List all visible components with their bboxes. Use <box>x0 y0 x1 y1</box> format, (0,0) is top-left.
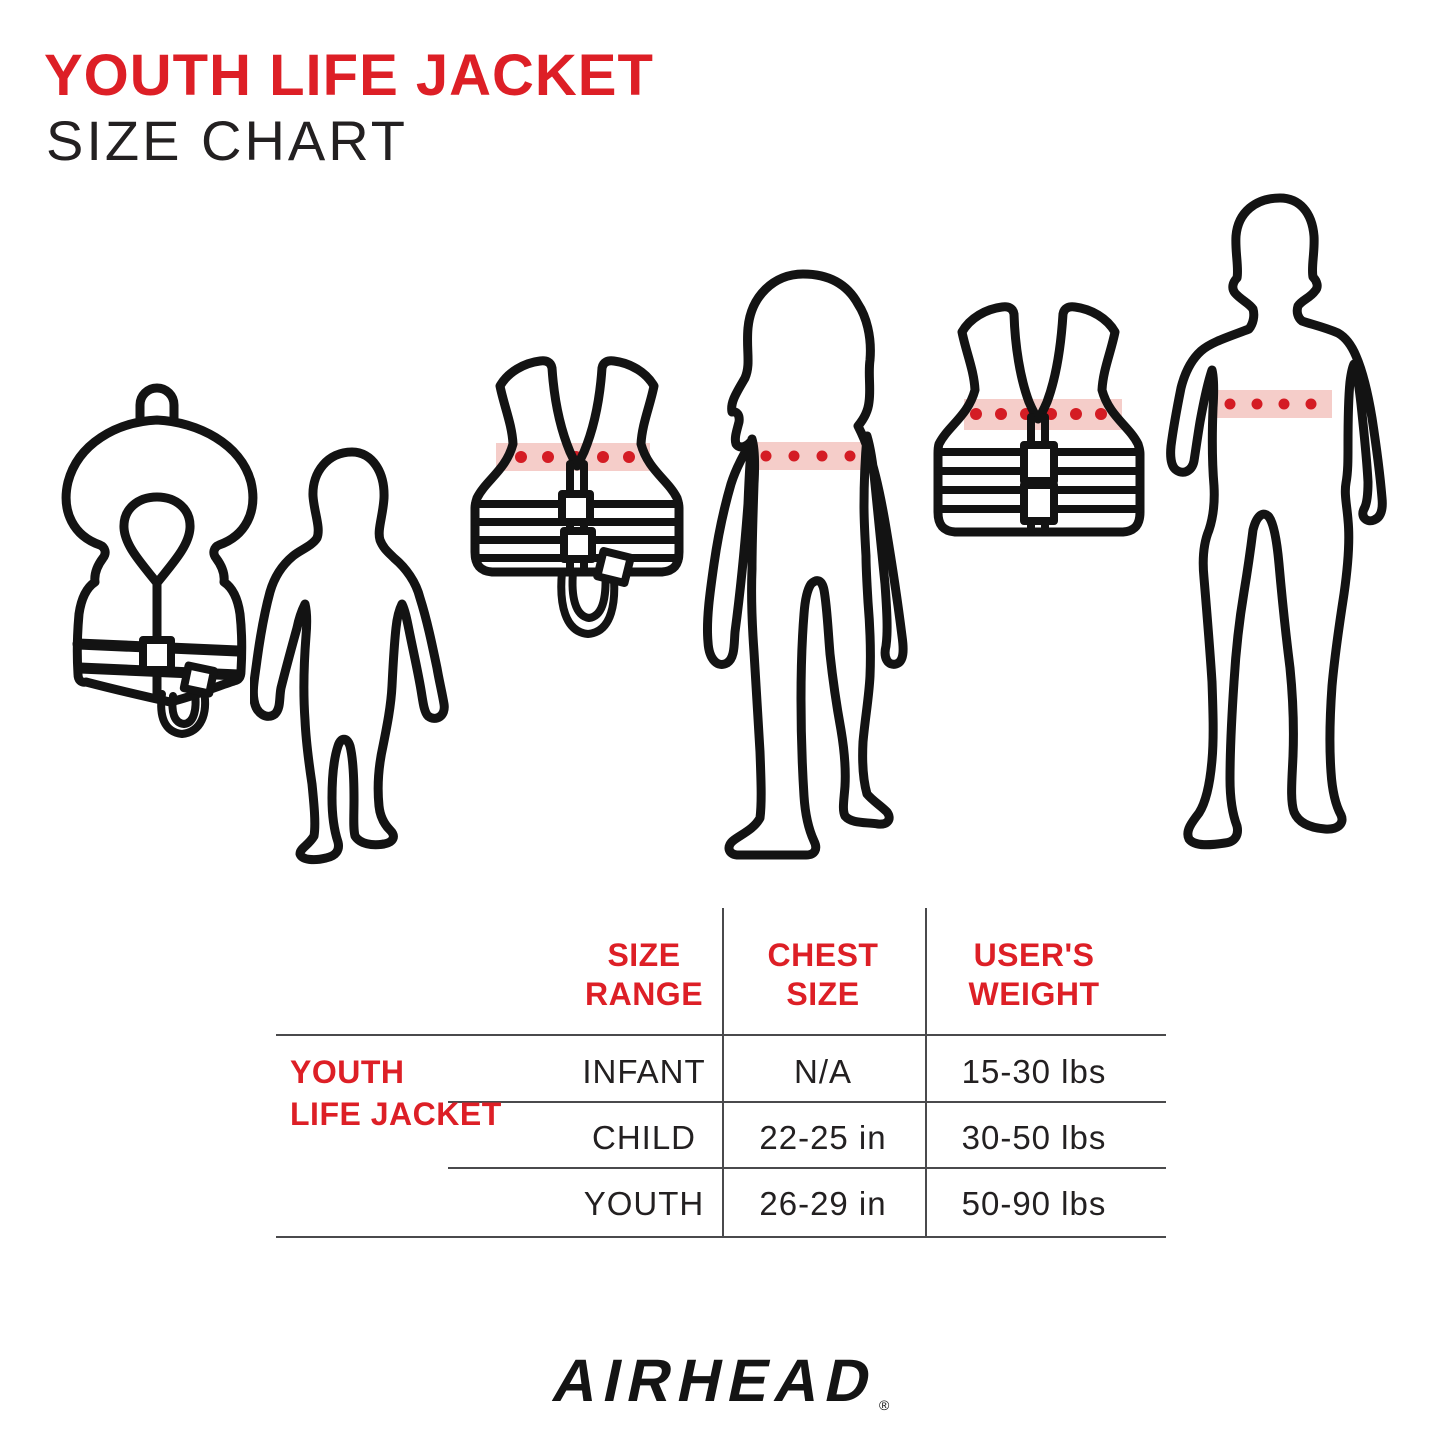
table-bottom-rule <box>276 1236 1166 1238</box>
table-row-label: YOUTH LIFE JACKET <box>290 1054 502 1132</box>
cell-youth-chest: 26-29 in <box>759 1185 887 1222</box>
chest-measure-dots <box>760 450 856 462</box>
table-column-divider <box>722 908 724 1238</box>
registered-trademark-icon: ® <box>879 1397 890 1413</box>
chest-measure-dots <box>515 451 635 463</box>
cell-youth-weight: 50-90 lbs <box>961 1185 1107 1222</box>
column-header-chest-size: CHEST SIZE <box>767 937 879 1012</box>
column-header-size-range: SIZE RANGE <box>584 937 704 1012</box>
boy-silhouette-icon <box>1166 193 1387 850</box>
table-row-divider <box>448 1167 1166 1169</box>
youth-life-vest-icon <box>933 302 1145 537</box>
cell-infant-chest: N/A <box>793 1053 853 1090</box>
page-title: YOUTH LIFE JACKET <box>44 43 654 108</box>
cell-child-weight: 30-50 lbs <box>961 1119 1107 1156</box>
cell-infant-size: INFANT <box>582 1053 706 1090</box>
table-column-divider <box>925 908 927 1238</box>
girl-silhouette-icon <box>702 269 908 860</box>
infant-life-jacket-icon <box>61 383 258 738</box>
cell-child-chest: 22-25 in <box>759 1119 887 1156</box>
brand-logo: AIRHEAD® <box>548 1346 890 1415</box>
table-row-divider <box>448 1101 1166 1103</box>
column-header-users-weight: USER'S WEIGHT <box>968 937 1100 1012</box>
cell-infant-weight: 15-30 lbs <box>961 1053 1107 1090</box>
cell-youth-size: YOUTH <box>583 1185 705 1222</box>
page-subtitle: SIZE CHART <box>46 109 408 172</box>
child-life-vest-icon <box>470 356 684 638</box>
table-header-rule <box>276 1034 1166 1036</box>
brand-wordmark: AIRHEAD <box>547 1347 885 1414</box>
cell-child-size: CHILD <box>591 1119 697 1156</box>
toddler-silhouette-icon <box>250 447 449 865</box>
chest-measure-dots <box>1224 398 1317 410</box>
